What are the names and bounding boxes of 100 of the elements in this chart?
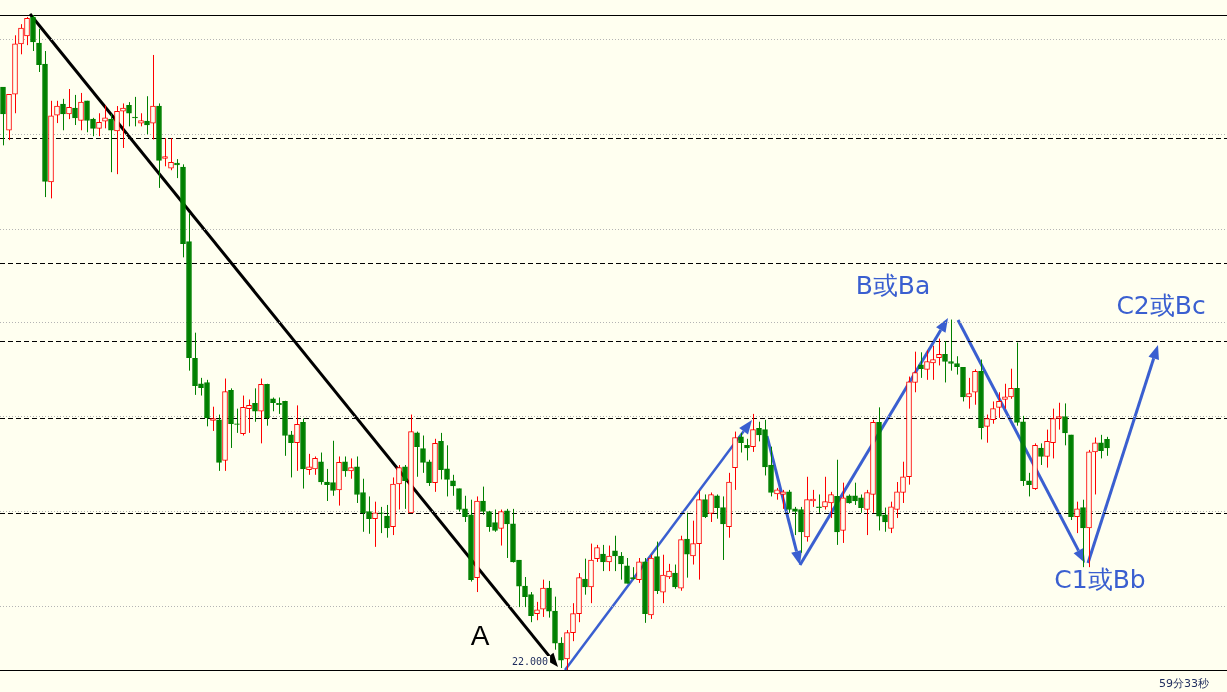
candlestick [396,464,402,511]
candlestick [402,464,408,510]
candlestick [504,508,510,559]
candlestick [606,545,612,572]
candlestick [1104,436,1110,457]
candlestick [114,105,120,175]
candlestick [1038,442,1044,466]
candlestick [522,576,528,608]
candlestick [24,16,30,46]
candlestick [558,636,564,669]
candlestick [162,137,168,167]
candlestick [492,509,498,533]
candlestick [18,23,24,55]
candlestick [660,554,666,604]
candlestick [66,88,72,120]
candlestick [738,432,744,454]
candlestick [570,602,576,642]
candlestick [288,430,294,478]
candlestick [996,391,1002,419]
candlestick [750,413,756,453]
candlestick [798,506,804,554]
candlestick [690,520,696,566]
candlestick [828,491,834,519]
candlestick [1008,368,1014,400]
candlestick [150,54,156,140]
candlestick [168,137,174,171]
annotation: 22.000 [511,655,549,667]
candlestick [252,387,258,423]
annotation: A [470,619,490,651]
candlestick [330,440,336,497]
candlestick [684,512,690,579]
candlestick [60,98,66,131]
candlestick [498,509,504,547]
candlestick [126,101,132,127]
candlestick [120,102,126,149]
candlestick [618,551,624,581]
candlestick [756,421,762,442]
candlestick [600,544,606,572]
candlestick [936,338,942,366]
candlestick [612,535,618,572]
candlestick [786,489,792,514]
candlestick [864,489,870,536]
candlestick [444,444,450,497]
candlestick [1092,436,1098,495]
candlestick [624,557,630,585]
candlestick [546,580,552,619]
candlestick [972,368,978,406]
candlestick [636,557,642,584]
candlestick [342,455,348,478]
candlestick [384,504,390,539]
candlestick [714,493,720,520]
candlestick [1050,408,1056,459]
candlestick [210,406,216,432]
text: 59分33秒 [1159,676,1209,690]
candlestick [882,507,888,533]
candlestick [942,340,948,383]
candlestick [318,452,324,486]
candlestick [948,319,954,372]
candlestick [954,355,960,376]
candlestick [702,493,708,519]
candlestick [372,501,378,548]
candlestick [672,564,678,590]
candlestick [1098,434,1104,459]
candlestick [918,351,924,379]
candlestick [822,476,828,511]
candlestick [816,493,822,514]
candlestick [420,435,426,474]
candlestick [348,457,354,480]
candlestick [246,398,252,434]
candlestick [54,100,60,124]
candlestick [630,566,636,581]
candlestick [966,377,972,410]
candlestick [96,112,102,137]
candlestick [426,459,432,487]
candlestick [480,486,486,516]
candlestick [1044,429,1050,469]
candlestick [912,351,918,393]
annotation: B或Ba [855,270,931,300]
candlestick [366,495,372,535]
candlestick [582,558,588,596]
candlestick [1074,501,1080,534]
candlestick [858,493,864,514]
candlestick [90,117,96,137]
candlestick [1056,402,1062,431]
candlestick [84,100,90,133]
text: C2或Bc [1116,290,1206,320]
candlestick [540,579,546,618]
candlestick [360,478,366,533]
candlestick [990,400,996,425]
candlestick [1026,472,1032,497]
candlestick [1080,499,1086,568]
candlestick [414,431,420,478]
candlestick [984,414,990,444]
candlestick [294,404,300,472]
candlestick [132,96,138,127]
candlestick [930,345,936,381]
candlestick [30,14,36,52]
candlestick [894,481,900,519]
annotation: C1或Bb [1054,564,1146,594]
candlestick [534,601,540,621]
